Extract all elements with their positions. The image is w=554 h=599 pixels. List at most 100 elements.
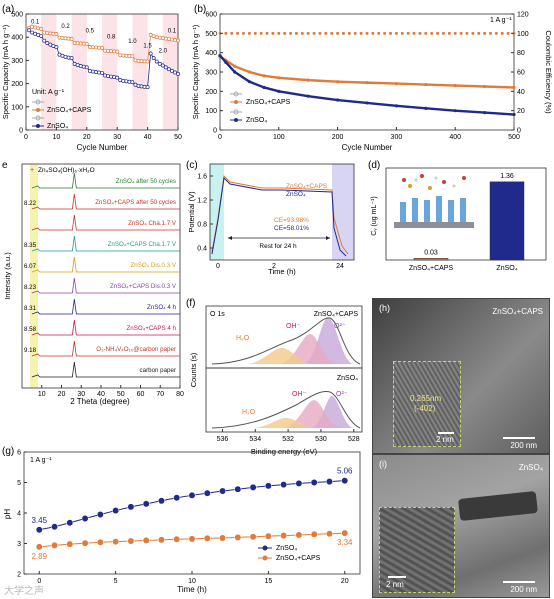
panel-e-peak-value: 8.23	[24, 284, 37, 291]
panel-e-trace-label: ZnSO₄+CAPS 4 h	[127, 325, 177, 332]
panel-a-rate-label: 2.0	[159, 48, 168, 54]
panel-e-peak-value: 8.58	[24, 326, 37, 333]
panel-a-letter: (a)	[2, 4, 14, 15]
panel-e-xlabel: 2 Theta (degree)	[70, 397, 130, 406]
panel-b-series-line	[219, 55, 515, 89]
panel-b-data-point	[365, 81, 369, 85]
panel-g-data-point	[81, 515, 89, 522]
panel-e-trace-label: ZnSO₄+CAPS Cha.1.7 V	[108, 241, 177, 248]
panel-b-y2tick-label: 80	[517, 50, 525, 57]
panel-b-chart: (b) 0 100 200 300 400 50001002003004005006000…	[191, 4, 553, 152]
panel-a-data-point	[84, 65, 89, 70]
panel-g-ylabel: pH	[3, 509, 12, 519]
panel-f-label-h2o-1: H₂O	[236, 335, 250, 342]
panel-c-chart: (c) ZnSO₄+CAPS ZnSO₄ CE=93.98% CE=58.01%…	[186, 160, 355, 276]
panel-f-peak-oh-2	[282, 400, 342, 428]
panel-g-xtick-label: 20	[341, 578, 349, 585]
panel-b-ce-point	[406, 31, 410, 35]
panel-a-data-point	[169, 37, 174, 42]
panel-b-data-point	[483, 111, 487, 115]
panel-g-xlabel: Time (h)	[177, 585, 207, 594]
panel-b-y2tick-label: 0	[517, 128, 521, 135]
panel-a-data-point	[42, 30, 47, 35]
panel-e-letter: e	[2, 160, 8, 171]
panel-b-ce-point	[224, 31, 228, 35]
panel-h-tem-image: (h) ZnSO₄+CAPS 0.265nm (-402) 2 nm 200 n…	[372, 298, 550, 454]
panel-f-xtick-label: 528	[348, 436, 360, 443]
panel-a-rate-label: 1.5	[143, 44, 152, 50]
panel-b-series-line	[219, 54, 515, 116]
panel-e-trace	[31, 214, 180, 231]
panel-h-lattice-value: 0.265nm	[410, 394, 442, 403]
panel-g-legend: ZnSO₄ ZnSO₄+CAPS	[258, 545, 321, 562]
panel-g-chart: (g) 1 A g⁻¹ 3.45 5.06 2.89 3.34 0 5 10 15 20 2 3 4…	[2, 446, 361, 594]
panel-b-xtick-label: 500	[508, 134, 520, 141]
panel-b-letter: (b)	[194, 4, 206, 15]
panel-b-ce-point	[359, 31, 363, 35]
panel-g-rate: 1 A g⁻¹	[30, 457, 52, 464]
panel-i-tem-image: (i) ZnSO₄ 2 nm 200 nm	[372, 454, 550, 598]
panel-e-trace	[31, 319, 180, 336]
panel-d-value-label: 0.03	[424, 249, 438, 256]
panel-a-data-point	[109, 74, 114, 79]
panel-a-rate-label: 0.1	[31, 19, 40, 25]
panel-b-ce-point	[424, 31, 428, 35]
panel-a-data-point	[27, 28, 31, 33]
panel-e-trace-label: ZnSO₄ Cha.1.7 V	[128, 220, 177, 227]
panel-a-data-point	[103, 73, 107, 78]
panel-g-data-point	[264, 482, 272, 490]
panel-e-trace	[31, 235, 180, 252]
panel-g-data-point	[96, 538, 104, 546]
panel-e-trace-label: ZnSO₄+CAPS Dis.0.3 V	[110, 283, 177, 290]
panel-g-xtick-label: 5	[114, 578, 118, 585]
panel-a-data-point	[54, 32, 59, 36]
panel-b-xtick-label: 200	[332, 134, 344, 141]
panel-a-data-point	[166, 67, 171, 72]
panel-b-ce-point	[500, 31, 504, 35]
panel-c-ytick-label: 0.8	[197, 222, 207, 229]
panel-e-trace-label: carbon paper	[140, 367, 176, 374]
panel-b-ytick-label: 0	[213, 128, 217, 135]
panel-b-data-point	[512, 85, 516, 90]
panel-g-data-point	[341, 529, 349, 537]
panel-i-inset-scale-bar	[388, 576, 406, 578]
panel-a-data-point	[90, 69, 95, 74]
panel-b-ce-point	[347, 31, 351, 35]
panel-a-data-point	[136, 83, 141, 88]
panel-e-peak-value: 8.31	[24, 305, 37, 312]
panel-g-data-point	[295, 531, 303, 539]
panel-b-data-point	[336, 98, 340, 102]
panel-f-envelope-1	[211, 317, 361, 365]
panel-b-data-point	[233, 64, 237, 68]
panel-f-label-o2-1: O²⁻	[334, 323, 346, 330]
panel-a-xtick-label: 40	[144, 134, 152, 141]
panel-d-ylabel: Cᵥ (ug mL⁻¹)	[371, 196, 378, 235]
panel-b-data-point	[233, 70, 237, 74]
panel-g-data-point	[142, 500, 150, 508]
panel-b-data-point	[394, 104, 398, 108]
panel-g-data-point	[249, 483, 257, 491]
panel-b-y2tick-label: 20	[517, 108, 525, 115]
panel-g-data-point	[188, 535, 196, 543]
panel-b-ce-point	[336, 31, 340, 35]
panel-c-xtick-label: 2	[272, 263, 276, 270]
panel-g-data-point	[188, 491, 196, 499]
panel-a-data-point	[36, 26, 41, 31]
panel-g-ytick-label: 2	[17, 572, 21, 579]
panel-e-trace	[31, 256, 180, 273]
panel-d-value-label: 1.36	[500, 173, 514, 180]
panel-b-data-point	[262, 74, 266, 78]
panel-g-data-point	[203, 489, 211, 497]
panel-g-data-point	[158, 497, 165, 505]
panel-a-data-point	[84, 41, 89, 46]
panel-f-label-oh-1: OH⁻	[286, 323, 301, 330]
panel-a-data-point	[118, 78, 123, 83]
panel-a-xtick-label: 0	[24, 134, 28, 141]
panel-g-legend-caps: ZnSO₄+CAPS	[276, 555, 321, 562]
panel-g-legend-znso4: ZnSO₄	[276, 545, 297, 552]
panel-b-ce-point	[459, 31, 463, 35]
panel-b-xtick-label: 300	[391, 134, 403, 141]
panel-a-rate-band	[132, 14, 148, 130]
panel-a-rate-band	[102, 14, 118, 130]
panel-a-data-point	[151, 56, 156, 61]
